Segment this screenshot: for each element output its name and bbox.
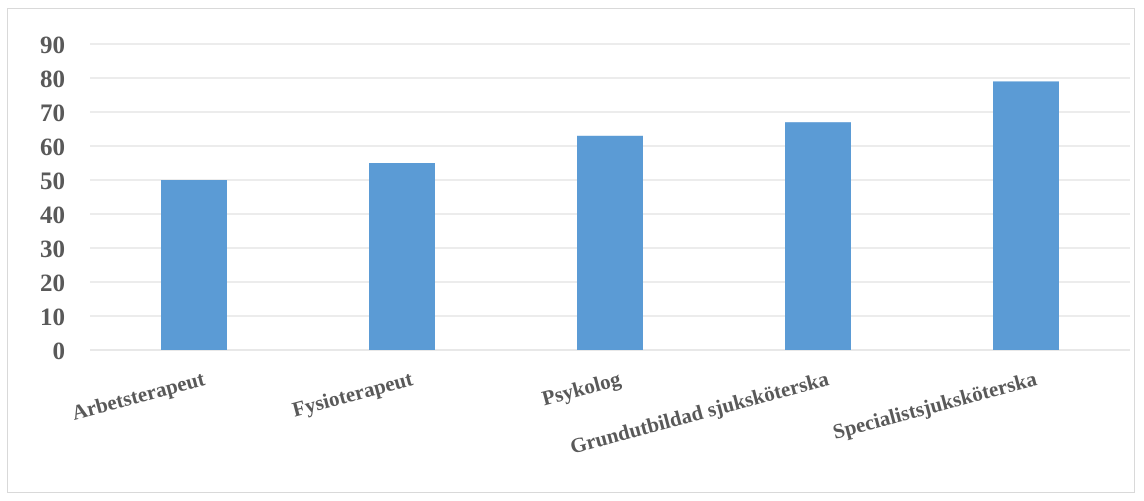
y-tick-label: 20 [40, 270, 65, 297]
x-category-label: Arbetsterapeut [69, 366, 207, 425]
bar-grundutbildad-sjuksk-terska [785, 122, 851, 350]
chart-frame: 0 10 20 30 40 50 60 70 80 90 Arbetsterapeut Fysiot… [7, 8, 1135, 493]
y-tick-label: 90 [40, 32, 65, 59]
y-tick-label: 70 [40, 100, 65, 127]
y-axis-ticks: 0 10 20 30 40 50 60 70 80 90 [40, 32, 65, 365]
x-category-label: Fysioterapeut [290, 366, 416, 421]
y-tick-label: 0 [53, 338, 66, 365]
y-tick-label: 50 [40, 168, 65, 195]
bar-chart: 0 10 20 30 40 50 60 70 80 90 Arbetsterapeut Fysiot… [40, 32, 1130, 459]
bar-psykolog [577, 135, 643, 350]
y-tick-label: 80 [40, 66, 65, 93]
y-tick-label: 30 [40, 236, 65, 263]
x-category-label: Psykolog [539, 366, 623, 410]
bar-fysioterapeut [369, 163, 435, 350]
y-tick-label: 10 [40, 304, 65, 331]
bar-arbetsterapeut [161, 180, 227, 350]
bar-specialistsjuksk-terska [993, 81, 1059, 351]
bars [161, 81, 1059, 351]
x-category-label: Specialistsjuksköterska [830, 366, 1040, 444]
x-axis-category-labels: Arbetsterapeut Fysioterapeut PsykologGrund… [69, 366, 1040, 458]
y-tick-label: 60 [40, 134, 65, 161]
y-tick-label: 40 [40, 202, 65, 229]
